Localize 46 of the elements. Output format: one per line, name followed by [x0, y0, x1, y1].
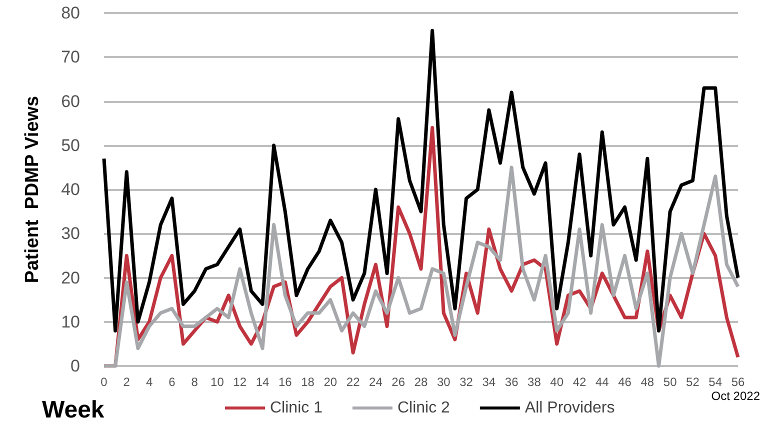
x-tick-label: 38 [528, 375, 542, 389]
x-tick-label: 18 [301, 375, 315, 389]
legend-label: All Providers [524, 400, 615, 416]
x-tick-label: 14 [256, 375, 270, 389]
y-tick-label: 60 [61, 92, 80, 111]
y-tick-label: 50 [61, 136, 80, 155]
x-tick-label: 20 [324, 375, 338, 389]
x-tick-label: 22 [346, 375, 360, 389]
x-tick-label: 6 [168, 375, 176, 389]
x-tick-label: 26 [392, 375, 406, 389]
y-tick-label: 10 [61, 312, 80, 332]
x-tick-label: 42 [572, 375, 586, 389]
x-tick-label: 0 [100, 375, 108, 389]
x-axis-title: Week [42, 396, 105, 424]
x-tick-label: 30 [436, 375, 451, 389]
x-tick-label: 34 [482, 375, 496, 389]
y-tick-label: 30 [61, 224, 80, 244]
x-tick-label: 12 [233, 375, 247, 389]
x-tick-label: 32 [460, 375, 474, 389]
x-tick-label: 36 [504, 375, 519, 389]
x-tick-label: 46 [618, 375, 632, 389]
x-tick-label: 16 [278, 375, 292, 389]
x-tick-label: 54 [708, 375, 722, 389]
x-tick-label: 48 [640, 375, 654, 389]
x-tick-label: 2 [123, 375, 130, 389]
y-tick-label: 0 [70, 356, 80, 376]
line-series [102, 166, 740, 368]
x-tick-label: 56 [731, 375, 745, 389]
y-tick-label: 70 [61, 48, 80, 67]
y-tick-label: 40 [61, 180, 80, 199]
x-tick-label: 10 [210, 375, 224, 389]
y-tick-label: 20 [61, 268, 80, 288]
x-tick-label: 40 [550, 375, 564, 389]
x-tick-label: 52 [686, 375, 700, 389]
legend-label: Clinic 1 [270, 400, 323, 416]
line-series [102, 28, 740, 332]
x-tick-label: 24 [369, 375, 383, 389]
x-tick-label: 28 [414, 375, 428, 389]
x-tick-label: 4 [146, 375, 153, 389]
y-axis-title: Patient PDMP Views [22, 96, 43, 284]
x-tick-label: 44 [595, 375, 610, 389]
text: Oct 2022 [711, 389, 760, 403]
x-tick-label: 50 [663, 375, 678, 389]
legend-label: Clinic 2 [397, 400, 450, 416]
x-tick-label: 8 [191, 375, 198, 389]
y-tick-label: 80 [61, 4, 80, 22]
